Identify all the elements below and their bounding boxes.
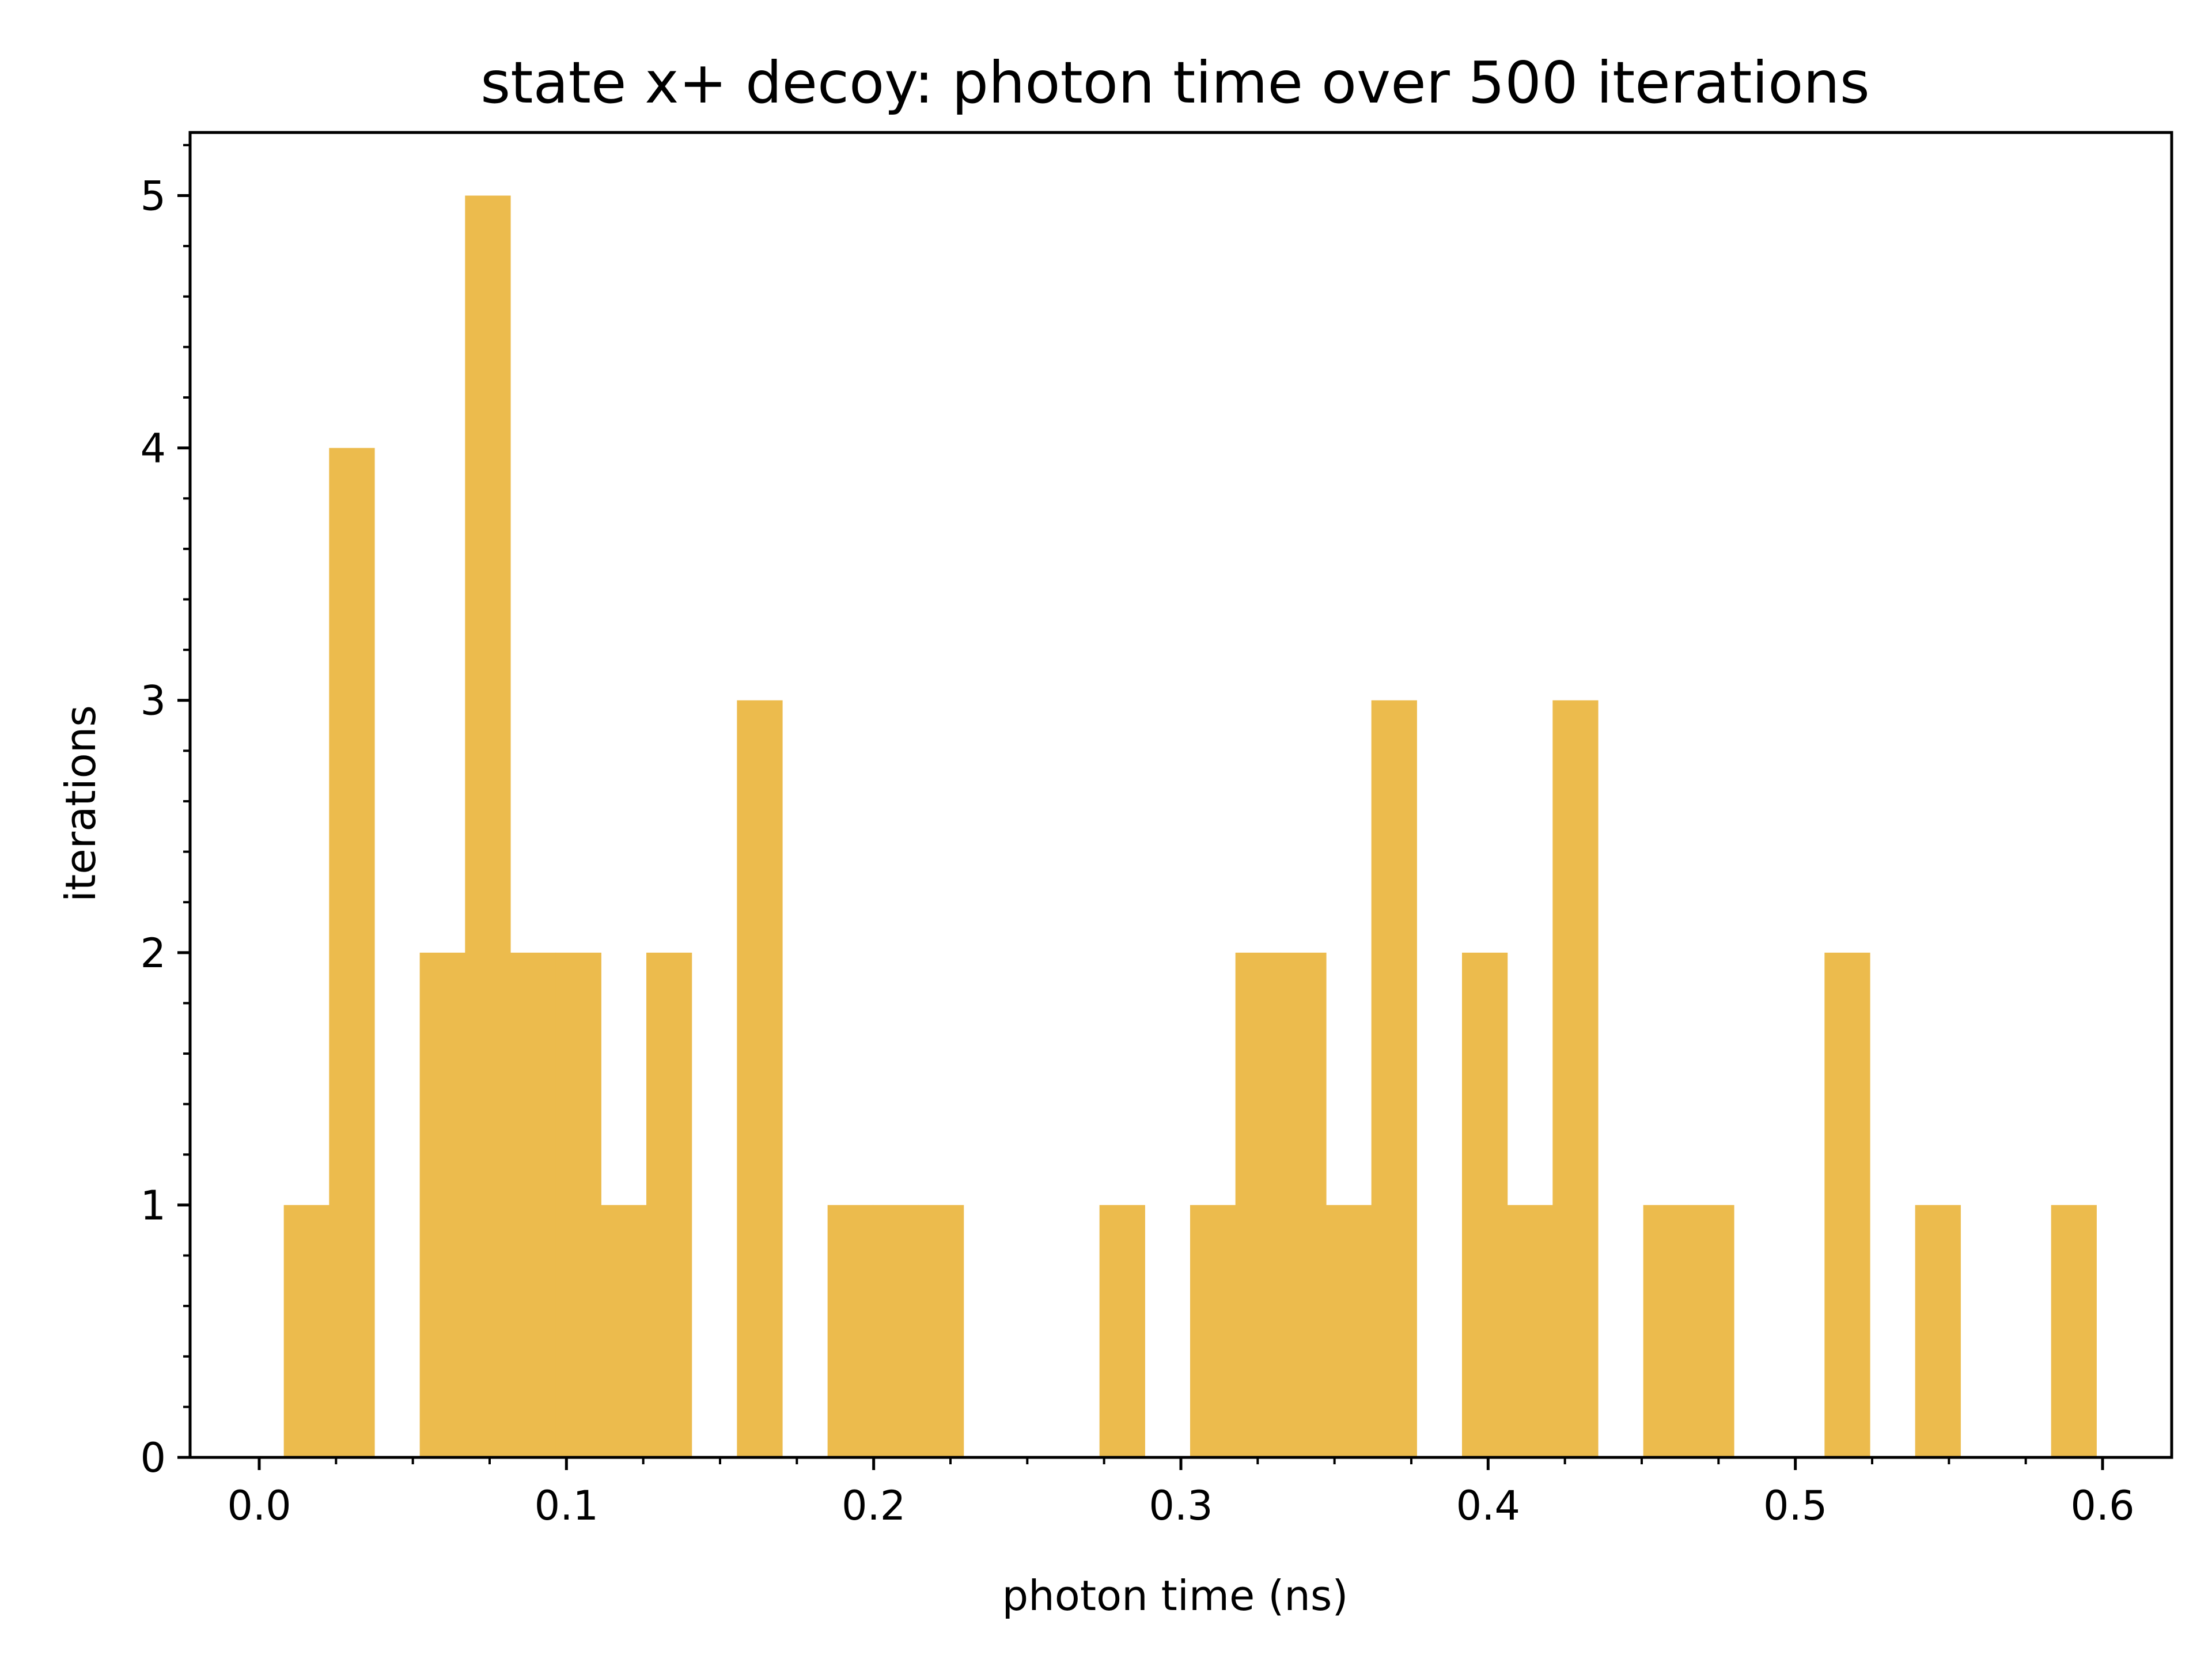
histogram-bar bbox=[2051, 1205, 2097, 1457]
histogram-bar bbox=[1326, 1205, 1372, 1457]
histogram-bar bbox=[646, 952, 692, 1457]
y-tick-label: 0 bbox=[140, 1434, 166, 1482]
histogram-bar bbox=[329, 448, 375, 1457]
x-tick-label: 0.1 bbox=[535, 1482, 599, 1529]
histogram-bar bbox=[1688, 1205, 1734, 1457]
histogram-bar bbox=[1507, 1205, 1553, 1457]
x-tick-label: 0.2 bbox=[842, 1482, 906, 1529]
plot-area-frame bbox=[188, 131, 2173, 1459]
x-axis-ticks: 0.0 0.1 0.2 0.3 0.4 0.5 0.6 bbox=[227, 1457, 2135, 1529]
x-tick-label: 0.6 bbox=[2070, 1482, 2134, 1529]
histogram-bar bbox=[465, 195, 511, 1457]
y-tick-label: 2 bbox=[140, 930, 166, 977]
histogram-bar bbox=[1190, 1205, 1236, 1457]
histogram-bar bbox=[283, 1205, 329, 1457]
histogram-bar bbox=[510, 952, 556, 1457]
histogram-bar bbox=[918, 1205, 964, 1457]
histogram-bar bbox=[555, 952, 601, 1457]
y-tick-label: 1 bbox=[140, 1182, 166, 1229]
histogram-bar bbox=[419, 952, 465, 1457]
x-axis-label: photon time (ns) bbox=[1002, 1571, 1348, 1620]
histogram-bar bbox=[1643, 1205, 1689, 1457]
histogram-bar bbox=[1824, 952, 1870, 1457]
chart-title: state x+ decoy: photon time over 500 ite… bbox=[480, 49, 1870, 116]
y-tick-label: 3 bbox=[140, 677, 166, 725]
histogram-bar bbox=[737, 700, 783, 1457]
y-axis-ticks: 0 1 2 3 4 5 bbox=[140, 143, 190, 1482]
x-tick-label: 0.3 bbox=[1149, 1482, 1213, 1529]
y-tick-label: 5 bbox=[140, 173, 166, 220]
histogram-bar bbox=[1915, 1205, 1961, 1457]
bars-layer bbox=[283, 195, 2097, 1457]
histogram-bar bbox=[1281, 952, 1327, 1457]
y-axis-label: iterations bbox=[56, 705, 105, 902]
histogram-bar bbox=[1552, 700, 1599, 1457]
histogram-bar bbox=[1462, 952, 1508, 1457]
histogram-bar bbox=[1235, 952, 1281, 1457]
histogram-bar bbox=[601, 1205, 647, 1457]
y-tick-label: 4 bbox=[140, 425, 166, 472]
histogram-bar bbox=[1099, 1205, 1145, 1457]
histogram-bar bbox=[1371, 700, 1417, 1457]
x-tick-label: 0.5 bbox=[1763, 1482, 1827, 1529]
x-tick-label: 0.0 bbox=[227, 1482, 291, 1529]
x-tick-label: 0.4 bbox=[1456, 1482, 1520, 1529]
histogram-bar bbox=[873, 1205, 919, 1457]
histogram-bar bbox=[827, 1205, 873, 1457]
